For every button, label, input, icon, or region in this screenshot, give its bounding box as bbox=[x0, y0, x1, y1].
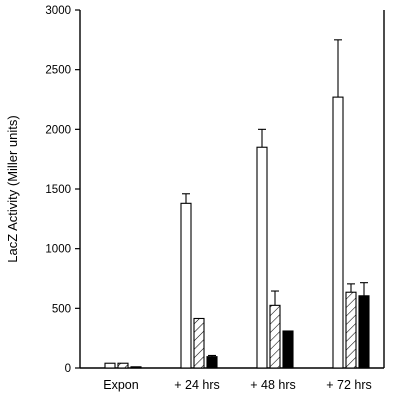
category-label: Expon bbox=[103, 378, 138, 392]
bar-hatched bbox=[117, 362, 129, 369]
category-label: + 48 hrs bbox=[250, 378, 296, 392]
bar-open bbox=[104, 362, 116, 369]
bar-open bbox=[180, 202, 192, 369]
category-label: + 72 hrs bbox=[326, 378, 372, 392]
y-tick-label: 1500 bbox=[45, 184, 71, 196]
y-tick-label: 2000 bbox=[45, 124, 71, 136]
y-ticks: 0 500 1000 1500 2000 2500 3000 bbox=[45, 5, 80, 375]
category-label: + 24 hrs bbox=[174, 378, 220, 392]
bar-hatched bbox=[345, 291, 357, 369]
y-tick-label: 500 bbox=[52, 303, 71, 315]
y-tick-label: 1000 bbox=[45, 244, 71, 256]
y-tick-label: 2500 bbox=[45, 65, 71, 77]
bar-open bbox=[332, 96, 344, 369]
bar-open bbox=[256, 146, 268, 369]
y-tick-label: 3000 bbox=[45, 5, 71, 17]
bars bbox=[104, 39, 370, 369]
bar-solid bbox=[358, 295, 370, 369]
bar-hatched bbox=[269, 304, 281, 369]
y-axis-title: LacZ Activity (Miller units) bbox=[5, 115, 20, 262]
bar-hatched bbox=[193, 317, 205, 369]
bar-solid bbox=[130, 366, 142, 369]
y-tick-label: 0 bbox=[65, 363, 71, 375]
bar-solid bbox=[282, 330, 294, 369]
category-labels: Expon + 24 hrs + 48 hrs + 72 hrs bbox=[103, 378, 371, 392]
bar-solid bbox=[206, 356, 218, 369]
